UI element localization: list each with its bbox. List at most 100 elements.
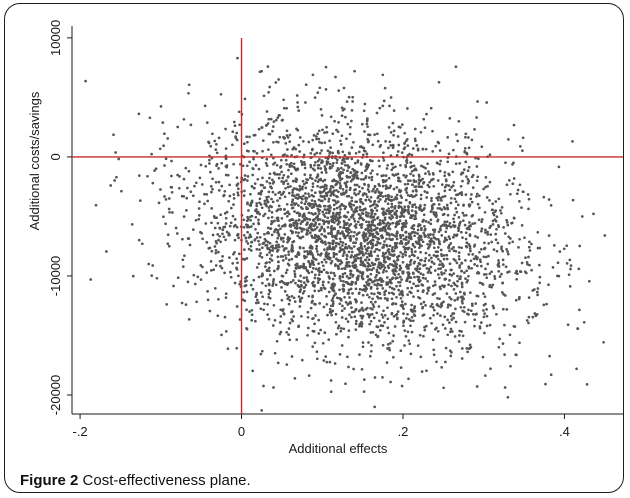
scatter-point [482,309,485,312]
scatter-point [435,196,439,200]
scatter-point [426,233,430,237]
scatter-point [389,184,393,188]
scatter-point [364,251,368,255]
scatter-point [137,174,141,177]
scatter-point [321,264,325,268]
scatter-point [297,324,301,328]
scatter-point [294,177,298,181]
scatter-point [392,264,396,268]
scatter-point [353,230,356,234]
scatter-point [369,195,373,199]
scatter-point [403,131,407,135]
scatter-point [253,238,257,242]
scatter-point [423,228,427,232]
scatter-point [311,294,315,298]
scatter-point [360,306,364,310]
scatter-point [419,272,423,275]
scatter-point [452,316,455,320]
scatter-point [213,245,217,248]
scatter-point [298,246,302,250]
scatter-point [251,173,255,177]
scatter-point [339,297,342,301]
scatter-point [457,224,461,227]
scatter-point [238,123,242,127]
scatter-point [306,269,310,273]
scatter-point [273,351,277,355]
scatter-point [441,323,445,327]
scatter-point [369,319,373,323]
scatter-point [343,163,347,167]
scatter-point [352,140,355,144]
scatter-point [437,242,441,245]
scatter-point [404,225,408,228]
scatter-point [353,192,356,195]
scatter-point [568,285,572,288]
scatter-point [378,184,381,188]
scatter-point [266,65,270,68]
scatter-point [243,284,247,288]
scatter-point [180,194,184,198]
scatter-point [267,195,270,199]
scatter-point [225,210,229,214]
scatter-point [358,208,362,211]
scatter-point [480,227,484,231]
scatter-point [369,250,373,253]
scatter-point [328,360,332,364]
scatter-point [184,303,188,306]
scatter-point [378,292,382,296]
scatter-point [412,282,415,286]
scatter-point [300,220,304,223]
scatter-point [302,254,306,258]
scatter-point [337,121,340,124]
scatter-point [425,292,429,295]
scatter-point [364,288,367,292]
scatter-point [385,167,389,170]
scatter-point [286,240,289,244]
scatter-point [421,276,425,280]
scatter-point [508,241,511,245]
scatter-point [246,140,249,144]
scatter-point [325,360,329,364]
scatter-point [327,232,330,235]
scatter-point [292,165,296,169]
scatter-point [413,127,417,131]
scatter-point [267,90,270,94]
scatter-point [278,321,282,324]
scatter-point [385,237,388,241]
scatter-point [428,172,431,176]
scatter-point [309,222,313,226]
scatter-point [336,216,340,220]
scatter-point [289,185,292,188]
scatter-point [475,312,478,316]
scatter-point [386,226,390,230]
scatter-point [514,353,518,357]
scatter-point [245,223,248,227]
scatter-point [480,229,483,233]
scatter-point [430,204,434,208]
scatter-point [361,345,365,349]
scatter-point [155,276,159,280]
scatter-point [457,216,461,219]
scatter-point [439,267,442,270]
scatter-point [361,234,365,238]
scatter-point [265,180,269,183]
scatter-point [497,197,501,201]
scatter-point [476,175,480,179]
scatter-point [359,314,363,318]
scatter-point [265,110,269,113]
scatter-point [547,234,551,237]
scatter-point [185,209,188,212]
scatter-point [191,194,195,198]
scatter-point [387,197,390,200]
scatter-point [290,248,293,252]
scatter-point [385,222,389,226]
scatter-point [383,216,387,220]
scatter-point [393,261,397,264]
scatter-point [392,334,395,337]
scatter-point [363,245,367,248]
x-tick-label: .2 [398,424,409,439]
scatter-point [154,167,158,171]
scatter-point [301,179,305,183]
scatter-point [288,338,292,342]
scatter-point [289,172,293,176]
